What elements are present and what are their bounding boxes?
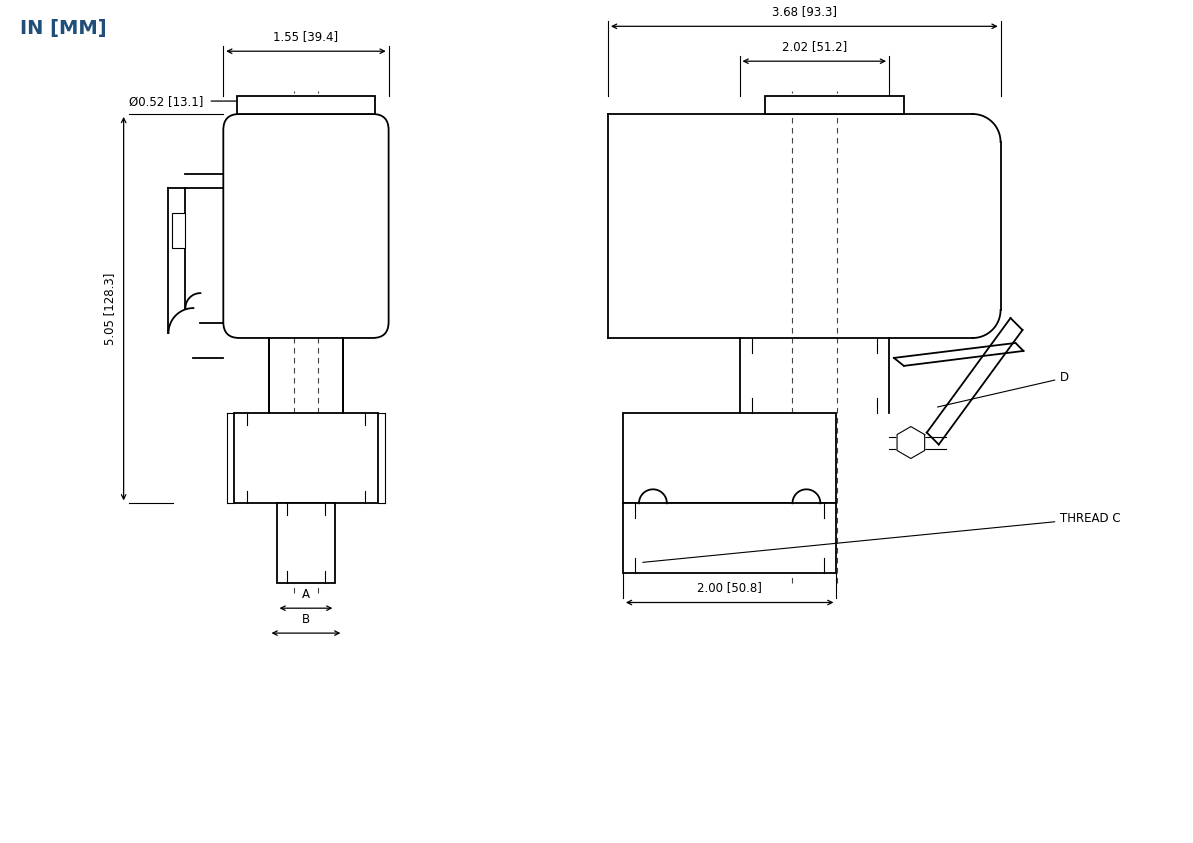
Bar	[236, 96, 376, 114]
Polygon shape	[639, 489, 667, 503]
Text: THREAD C: THREAD C	[643, 512, 1121, 562]
Bar	[277, 503, 335, 583]
Bar	[234, 412, 378, 503]
Bar	[623, 412, 836, 503]
Text: 2.00 [50.8]: 2.00 [50.8]	[697, 582, 762, 594]
Bar	[765, 96, 903, 114]
Text: D: D	[938, 371, 1069, 407]
Text: 2.02 [51.2]: 2.02 [51.2]	[781, 40, 847, 53]
Text: B: B	[302, 613, 310, 626]
Text: 5.05 [128.3]: 5.05 [128.3]	[103, 272, 116, 345]
Bar	[173, 213, 185, 249]
Text: IN [MM]: IN [MM]	[20, 19, 106, 38]
Bar	[623, 503, 836, 572]
Text: Ø0.52 [13.1]: Ø0.52 [13.1]	[129, 94, 203, 108]
Text: 1.55 [39.4]: 1.55 [39.4]	[273, 30, 339, 43]
Polygon shape	[792, 489, 821, 503]
FancyBboxPatch shape	[223, 114, 389, 338]
Text: A: A	[302, 588, 310, 601]
Text: 3.68 [93.3]: 3.68 [93.3]	[772, 5, 836, 19]
Polygon shape	[897, 427, 925, 459]
